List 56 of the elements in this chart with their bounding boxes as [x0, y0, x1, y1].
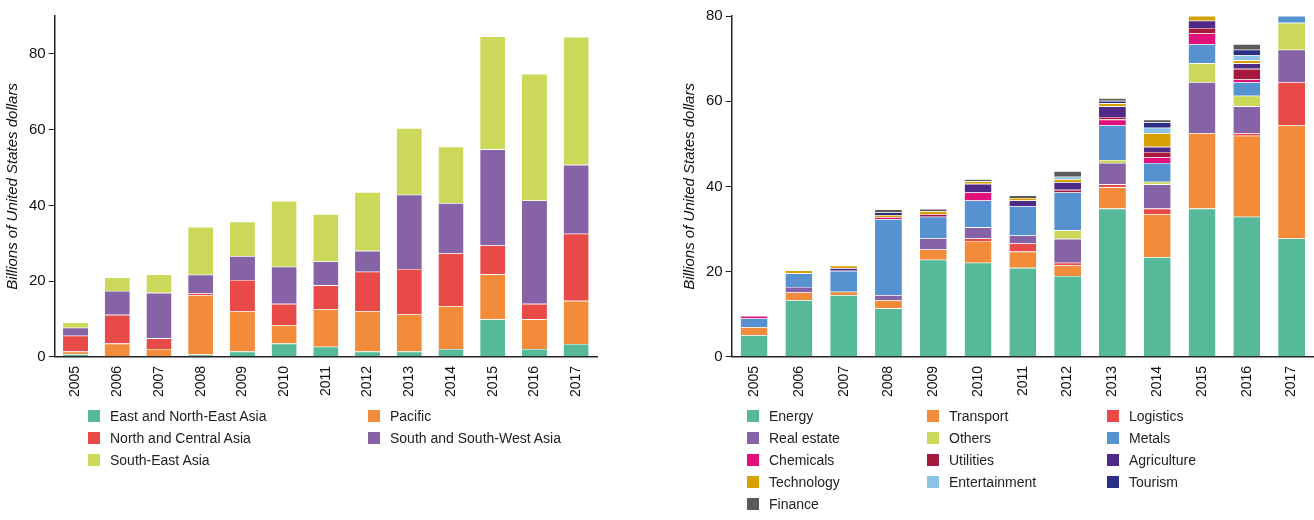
y-tick-label: 20 — [706, 261, 723, 279]
x-tick-label: 2014 — [441, 365, 458, 398]
x-tick-label: 2005 — [744, 365, 761, 398]
x-tick-label: 2012 — [358, 365, 375, 398]
legend-label: Technology — [769, 474, 840, 490]
x-tick-label: 2006 — [789, 365, 806, 398]
legend-label: Transport — [949, 408, 1009, 424]
legend-label: Pacific — [390, 408, 432, 424]
x-tick-label: 2015 — [1192, 365, 1209, 398]
legend-label: South-East Asia — [110, 452, 210, 468]
legend-label: North and Central Asia — [110, 430, 251, 446]
y-tick-label: 80 — [706, 6, 723, 24]
x-tick-label: 2017 — [567, 365, 583, 398]
x-tick-label: 2007 — [149, 365, 166, 398]
x-tick-label: 2016 — [1237, 365, 1254, 398]
y-tick-label: 80 — [29, 44, 46, 62]
legend-label: Real estate — [769, 430, 840, 446]
legend-label: Tourism — [1129, 474, 1179, 490]
x-tick-label: 2010 — [968, 365, 985, 398]
legend-label: South and South-West Asia — [390, 430, 561, 446]
legend-label: Logistics — [1129, 408, 1184, 424]
legend-label: Finance — [769, 496, 819, 512]
y-axis-title: Billions of United States dollars — [680, 82, 698, 290]
x-tick-label: 2015 — [483, 365, 500, 398]
legend-label: Agriculture — [1129, 452, 1196, 468]
x-tick-label: 2013 — [400, 365, 417, 398]
y-axis-title: Billions of United States dollars — [3, 82, 21, 290]
legend-label: Others — [949, 430, 992, 446]
x-tick-label: 2008 — [191, 365, 208, 398]
legend-label: Entertainment — [949, 474, 1037, 490]
x-tick-label: 2010 — [274, 365, 291, 398]
x-tick-label: 2009 — [924, 365, 941, 398]
x-tick-label: 2011 — [316, 365, 333, 396]
y-tick-label: 0 — [714, 347, 723, 364]
x-tick-label: 2016 — [525, 365, 542, 398]
x-tick-label: 2007 — [834, 365, 851, 398]
x-tick-label: 2006 — [108, 365, 125, 398]
x-tick-label: 2017 — [1282, 365, 1299, 398]
legend-label: Utilities — [949, 452, 995, 468]
legend-label: Metals — [1129, 430, 1171, 446]
x-tick-label: 2008 — [879, 365, 896, 398]
x-tick-label: 2009 — [233, 365, 250, 398]
y-tick-label: 60 — [706, 91, 723, 109]
x-tick-label: 2014 — [1148, 365, 1165, 398]
y-tick-label: 20 — [29, 271, 46, 289]
x-tick-label: 2011 — [1013, 365, 1030, 396]
x-tick-label: 2012 — [1058, 365, 1075, 398]
legend-label: Energy — [769, 408, 814, 424]
x-tick-label: 2013 — [1103, 365, 1120, 398]
y-tick-label: 0 — [37, 347, 46, 364]
y-tick-label: 60 — [29, 119, 46, 137]
legend-label: Chemicals — [769, 452, 835, 468]
legend-label: East and North-East Asia — [110, 408, 267, 424]
y-tick-label: 40 — [29, 195, 46, 213]
y-tick-label: 40 — [706, 176, 723, 194]
x-tick-label: 2005 — [66, 365, 83, 398]
